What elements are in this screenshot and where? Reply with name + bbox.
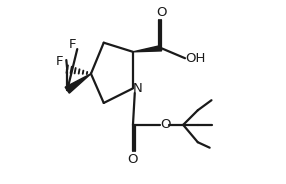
Text: O: O <box>128 153 138 166</box>
Text: F: F <box>56 55 64 68</box>
Text: N: N <box>133 82 142 95</box>
Text: O: O <box>160 118 171 131</box>
Text: O: O <box>156 6 166 19</box>
Text: OH: OH <box>185 52 205 65</box>
Polygon shape <box>133 45 162 52</box>
Text: F: F <box>69 38 76 51</box>
Polygon shape <box>65 74 91 93</box>
